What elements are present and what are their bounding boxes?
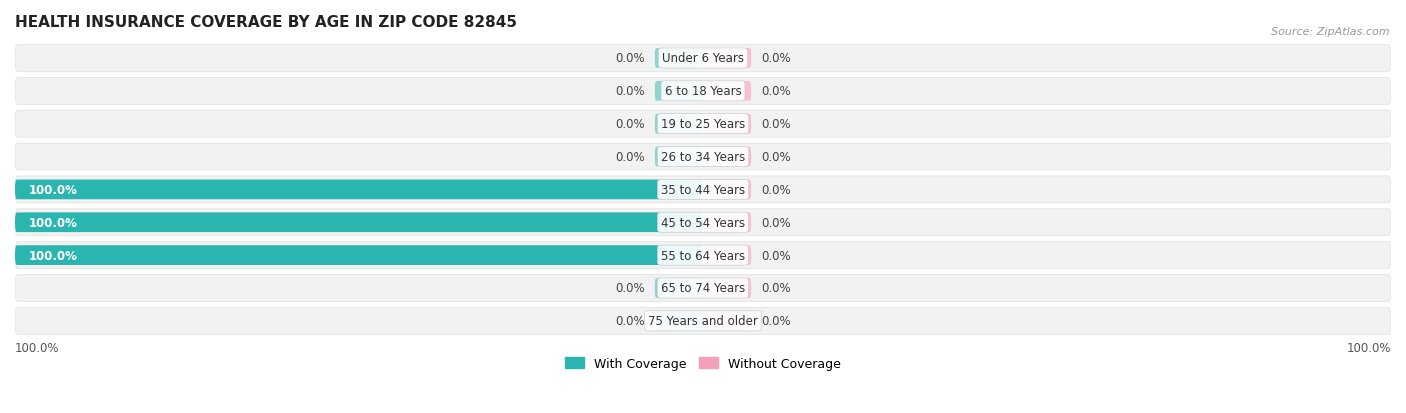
Text: 0.0%: 0.0% <box>614 151 644 164</box>
FancyBboxPatch shape <box>15 242 1391 269</box>
Text: 19 to 25 Years: 19 to 25 Years <box>661 118 745 131</box>
Text: 55 to 64 Years: 55 to 64 Years <box>661 249 745 262</box>
Text: 65 to 74 Years: 65 to 74 Years <box>661 282 745 295</box>
Text: 26 to 34 Years: 26 to 34 Years <box>661 151 745 164</box>
FancyBboxPatch shape <box>15 78 1391 105</box>
FancyBboxPatch shape <box>703 278 751 298</box>
Text: 6 to 18 Years: 6 to 18 Years <box>665 85 741 98</box>
FancyBboxPatch shape <box>703 213 751 233</box>
Text: 100.0%: 100.0% <box>28 183 77 197</box>
Text: Source: ZipAtlas.com: Source: ZipAtlas.com <box>1271 27 1389 37</box>
Text: 0.0%: 0.0% <box>762 85 792 98</box>
Text: 0.0%: 0.0% <box>762 216 792 229</box>
FancyBboxPatch shape <box>703 82 751 102</box>
FancyBboxPatch shape <box>655 278 703 298</box>
Text: 0.0%: 0.0% <box>762 183 792 197</box>
Legend: With Coverage, Without Coverage: With Coverage, Without Coverage <box>561 352 845 375</box>
FancyBboxPatch shape <box>15 45 1391 72</box>
FancyBboxPatch shape <box>15 308 1391 335</box>
FancyBboxPatch shape <box>655 147 703 167</box>
Text: 0.0%: 0.0% <box>762 282 792 295</box>
Text: 35 to 44 Years: 35 to 44 Years <box>661 183 745 197</box>
FancyBboxPatch shape <box>15 176 1391 203</box>
Text: 75 Years and older: 75 Years and older <box>648 315 758 328</box>
FancyBboxPatch shape <box>15 180 703 200</box>
FancyBboxPatch shape <box>703 311 751 331</box>
Text: 0.0%: 0.0% <box>614 315 644 328</box>
Text: 0.0%: 0.0% <box>762 315 792 328</box>
FancyBboxPatch shape <box>15 111 1391 138</box>
Text: 100.0%: 100.0% <box>28 216 77 229</box>
FancyBboxPatch shape <box>703 180 751 200</box>
Text: 45 to 54 Years: 45 to 54 Years <box>661 216 745 229</box>
Text: 0.0%: 0.0% <box>762 118 792 131</box>
FancyBboxPatch shape <box>703 246 751 265</box>
Text: 0.0%: 0.0% <box>614 52 644 65</box>
FancyBboxPatch shape <box>703 114 751 134</box>
FancyBboxPatch shape <box>15 209 1391 236</box>
Text: HEALTH INSURANCE COVERAGE BY AGE IN ZIP CODE 82845: HEALTH INSURANCE COVERAGE BY AGE IN ZIP … <box>15 15 517 30</box>
FancyBboxPatch shape <box>655 114 703 134</box>
FancyBboxPatch shape <box>703 147 751 167</box>
FancyBboxPatch shape <box>655 49 703 69</box>
Text: 0.0%: 0.0% <box>762 151 792 164</box>
FancyBboxPatch shape <box>655 82 703 102</box>
FancyBboxPatch shape <box>15 246 703 265</box>
FancyBboxPatch shape <box>15 275 1391 302</box>
FancyBboxPatch shape <box>15 144 1391 171</box>
Text: 0.0%: 0.0% <box>614 85 644 98</box>
Text: 0.0%: 0.0% <box>762 249 792 262</box>
FancyBboxPatch shape <box>703 49 751 69</box>
Text: Under 6 Years: Under 6 Years <box>662 52 744 65</box>
FancyBboxPatch shape <box>15 213 703 233</box>
Text: 0.0%: 0.0% <box>614 282 644 295</box>
Text: 0.0%: 0.0% <box>762 52 792 65</box>
Text: 100.0%: 100.0% <box>15 342 59 354</box>
FancyBboxPatch shape <box>655 311 703 331</box>
Text: 100.0%: 100.0% <box>28 249 77 262</box>
Text: 100.0%: 100.0% <box>1347 342 1391 354</box>
Text: 0.0%: 0.0% <box>614 118 644 131</box>
